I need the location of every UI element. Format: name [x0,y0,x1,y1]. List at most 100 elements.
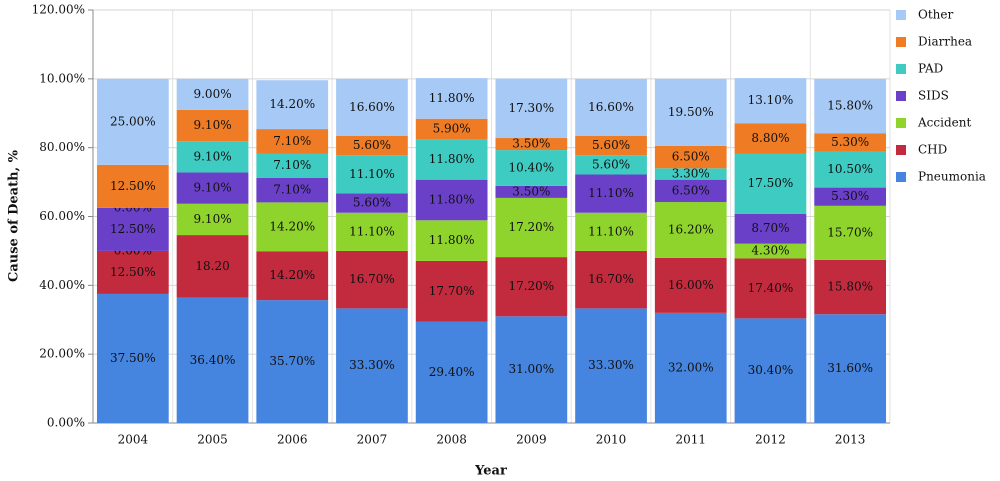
data-label: 37.50% [110,351,156,365]
x-tick-label: 2011 [675,433,706,447]
data-label: 8.70% [751,221,789,235]
bar-segment [654,168,727,180]
data-label: 9.00% [193,87,231,101]
bar-segment [654,202,727,258]
legend-label: SIDS [918,89,949,103]
bar-segment [654,312,727,423]
bar-segment [814,205,887,260]
bar-segment [734,123,807,154]
data-label: 15.70% [827,225,873,239]
bar-segment [495,78,568,139]
bar-segment [256,177,329,203]
data-label: 11.80% [429,233,475,247]
bar-segment [575,78,647,136]
bar-segment [336,155,408,194]
y-tick-label: 20.00% [39,347,85,361]
bar-segment [575,212,647,251]
x-axis-title: Year [474,464,507,479]
data-label: 19.50% [668,105,714,119]
data-label: 32.00% [668,360,714,374]
data-label: 8.80% [751,131,789,145]
bar-segment [176,203,249,236]
data-label: 5.60% [353,138,391,152]
bar-segment [495,138,568,151]
data-label: 36.40% [190,353,236,367]
bar-segment [96,78,169,165]
data-label: 33.30% [349,358,395,372]
data-label: 7.10% [273,183,311,197]
data-label: 31.00% [508,362,554,376]
bar-segment [734,318,807,423]
data-label: 15.80% [827,280,873,294]
bar-segment [336,193,408,213]
bar-segment [415,179,488,221]
bar-segment [96,250,169,294]
data-label: 5.30% [831,189,869,203]
x-tick-label: 2009 [516,433,547,447]
bar-segment [654,78,727,146]
bar-segment [575,250,647,309]
bar-segment [256,80,329,130]
data-label: 12.50% [110,222,156,236]
data-label: 16.00% [668,278,714,292]
y-axis-title: Cause of Death, % [7,149,22,282]
bar-segment [176,172,249,204]
y-tick-label: 80.00% [39,140,85,154]
data-label: 5.30% [831,135,869,149]
data-label: 11.10% [349,167,395,181]
bar-segment [415,118,488,140]
legend-swatch [896,10,906,20]
bar-segment [734,243,807,259]
data-label: 16.70% [588,272,634,286]
bar-segment [256,153,329,178]
data-label: 4.30% [751,244,789,258]
data-label: 17.50% [748,176,794,190]
data-label: 7.10% [273,134,311,148]
y-tick-label: 60.00% [39,209,85,223]
x-tick-label: 2005 [197,433,228,447]
bar-segment [654,179,727,203]
bar-segment [734,153,807,214]
bar-segment [96,293,169,423]
data-label: 7.10% [273,158,311,172]
bar-segment [734,258,807,319]
bar-segment [96,164,169,208]
legend-swatch [896,64,906,74]
y-tick-label: 120.00% [32,3,85,17]
bar-segment [415,321,488,423]
bar-segment [256,202,329,252]
data-label: 3.50% [512,137,550,151]
x-tick-label: 2007 [357,433,388,447]
data-label: 25.00% [110,114,156,128]
y-tick-label: 40.00% [39,278,85,292]
data-label: 17.20% [508,279,554,293]
data-label: 11.10% [588,186,634,200]
data-label: 11.80% [429,152,475,166]
bar-segment [415,260,488,322]
bar-segment [256,300,329,423]
data-label: 14.20% [269,268,315,282]
data-label: 5.60% [592,138,630,152]
bar-segment [575,135,647,156]
bar-segment [176,78,249,110]
bar-segment [814,314,887,423]
bar-segment [814,151,887,188]
legend-label: Diarrhea [918,35,972,49]
data-label: 11.80% [429,91,475,105]
bar-segment [176,235,249,298]
bar-segment [495,197,568,258]
bar-segment [495,316,568,423]
data-label: 11.10% [588,224,634,238]
legend-swatch [896,37,906,47]
data-label: 6.50% [672,183,710,197]
legend-label: Pneumonia [918,170,986,184]
data-label: 17.40% [748,281,794,295]
x-tick-label: 2008 [436,433,467,447]
bar-segment [415,220,488,261]
bar-segment [814,259,887,315]
data-label: 17.70% [429,284,475,298]
data-label: 11.80% [429,192,475,206]
legend-swatch [896,91,906,101]
data-label: 33.30% [588,358,634,372]
